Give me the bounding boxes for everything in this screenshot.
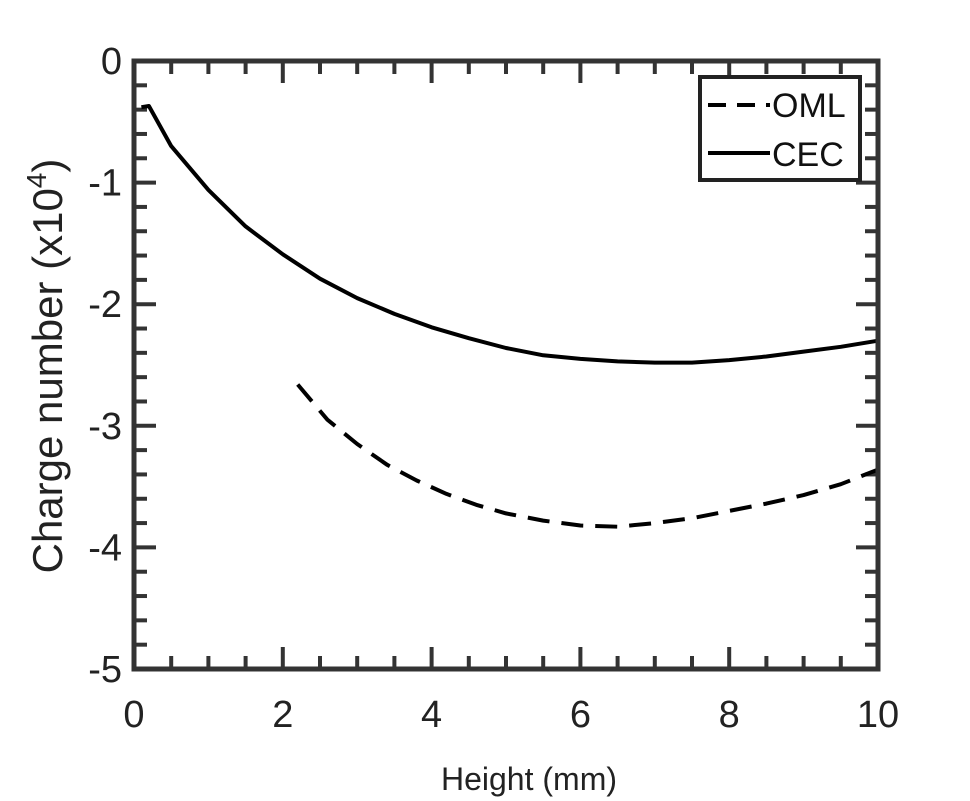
x-tick-label: 6 — [570, 694, 591, 736]
x-tick-label: 4 — [421, 694, 442, 736]
y-axis-label-main: Charge number (x10 — [24, 188, 71, 573]
x-tick-label: 8 — [719, 694, 740, 736]
series-line-cec — [141, 104, 879, 365]
tick-labels: 0 2 4 6 8 10 0 -1 -2 -3 -4 -5 — [88, 41, 899, 736]
y-tick-label: -3 — [88, 406, 122, 448]
legend-label-oml: OML — [772, 87, 846, 125]
y-axis-label: Charge number (x104) — [21, 159, 71, 574]
series-line-oml — [296, 383, 879, 529]
y-tick-label: -2 — [88, 284, 122, 326]
legend: OML CEC — [698, 75, 862, 182]
legend-box — [698, 75, 862, 182]
x-axis-label: Height (mm) — [441, 761, 617, 797]
plot-frame — [131, 58, 881, 672]
y-tick-label: -4 — [88, 527, 122, 569]
y-tick-label: 0 — [101, 41, 122, 83]
y-axis-label-exponent: 4 — [21, 173, 52, 189]
x-tick-label: 10 — [857, 694, 899, 736]
legend-label-cec: CEC — [772, 136, 844, 174]
x-tick-label: 2 — [272, 694, 293, 736]
y-tick-label: -1 — [88, 163, 122, 205]
y-tick-label: -5 — [88, 649, 122, 691]
x-tick-label: 0 — [123, 694, 144, 736]
y-axis-label-close: ) — [24, 159, 71, 173]
series-lines — [141, 104, 879, 529]
